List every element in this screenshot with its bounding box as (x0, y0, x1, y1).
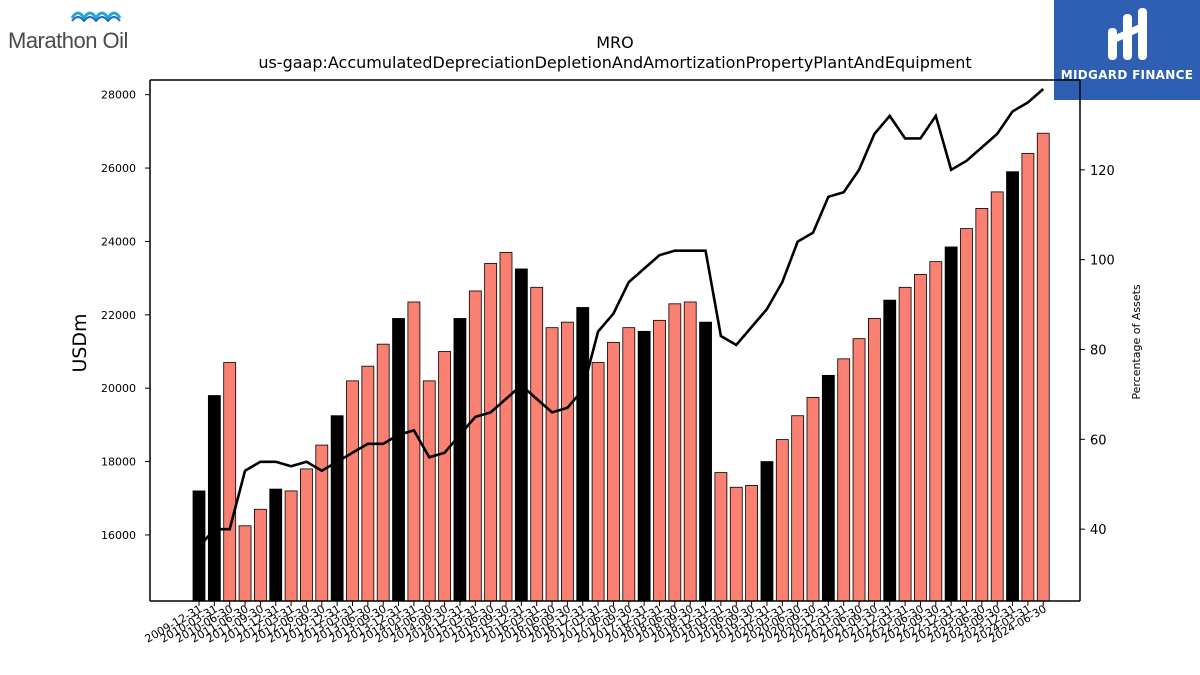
bar (468, 290, 482, 602)
bar (883, 299, 897, 602)
bar (422, 380, 436, 602)
series-line (198, 88, 1045, 548)
bar (914, 274, 927, 602)
bar (330, 415, 344, 602)
y-tick-label-right: 60 (1090, 433, 1107, 448)
bar (253, 508, 267, 602)
bar (990, 191, 1004, 602)
bar (484, 263, 498, 602)
bar (591, 362, 605, 602)
y-axis-label-left: USDm (69, 313, 91, 372)
bar (653, 319, 666, 602)
bar (207, 395, 221, 602)
chart-subtitle: us-gaap:AccumulatedDepreciationDepletion… (258, 53, 971, 72)
bar (852, 338, 866, 602)
bar (898, 286, 912, 602)
bar (960, 228, 973, 602)
bar (499, 252, 513, 602)
bar (714, 472, 728, 602)
bar (745, 485, 758, 602)
bar (361, 365, 375, 602)
y-tick-label-left: 16000 (101, 529, 136, 542)
y-tick-label-left: 24000 (101, 235, 136, 248)
y-tick-label-right: 80 (1090, 343, 1107, 358)
bar (683, 301, 697, 602)
bar (407, 301, 421, 602)
bar (868, 318, 881, 602)
bar (545, 327, 559, 602)
bar (223, 362, 237, 602)
bar (929, 261, 943, 602)
marathon-oil-logo-text: Marathon Oil (8, 28, 128, 53)
y-tick-label-right: 100 (1090, 254, 1115, 269)
chart-title: MRO (596, 33, 634, 52)
bar (760, 461, 774, 602)
midgard-finance-logo: MIDGARD FINANCE (1054, 0, 1200, 100)
bar (806, 396, 820, 602)
midgard-finance-logo-text: MIDGARD FINANCE (1060, 68, 1194, 82)
bar (392, 318, 405, 602)
bar (975, 208, 989, 602)
y-axis-label-right: Percentage of Assets (1130, 284, 1143, 400)
y-tick-label-left: 28000 (101, 89, 136, 102)
bar (622, 327, 636, 602)
bar (944, 246, 958, 602)
bar (269, 488, 283, 602)
bar (238, 525, 252, 602)
y-tick-label-right: 40 (1090, 523, 1107, 538)
bar (1006, 171, 1019, 602)
bar (607, 341, 620, 602)
y-tick-label-left: 20000 (101, 382, 136, 395)
bar (791, 415, 805, 602)
bar (837, 358, 851, 602)
wave-logo-icon (70, 11, 122, 22)
y-tick-label-left: 18000 (101, 456, 136, 469)
bar (530, 286, 544, 602)
bar (561, 321, 574, 602)
bar (514, 268, 528, 602)
bar (637, 330, 651, 602)
y-tick-label-right: 120 (1090, 164, 1115, 179)
bar (453, 318, 467, 602)
bar (284, 490, 298, 602)
bar (1036, 132, 1050, 602)
y-tick-label-left: 26000 (101, 162, 136, 175)
bar (376, 343, 390, 602)
bar (346, 380, 359, 602)
y-tick-label-left: 22000 (101, 309, 136, 322)
marathon-oil-logo: Marathon Oil (8, 8, 153, 53)
bar (1021, 152, 1035, 602)
midgard-logo-icon (1108, 8, 1147, 60)
bar (300, 468, 313, 602)
bar (668, 303, 682, 602)
bar (729, 486, 743, 602)
bar (821, 374, 835, 602)
bar (576, 307, 590, 602)
bar (699, 321, 712, 602)
bar (775, 439, 789, 602)
bar (438, 351, 452, 602)
